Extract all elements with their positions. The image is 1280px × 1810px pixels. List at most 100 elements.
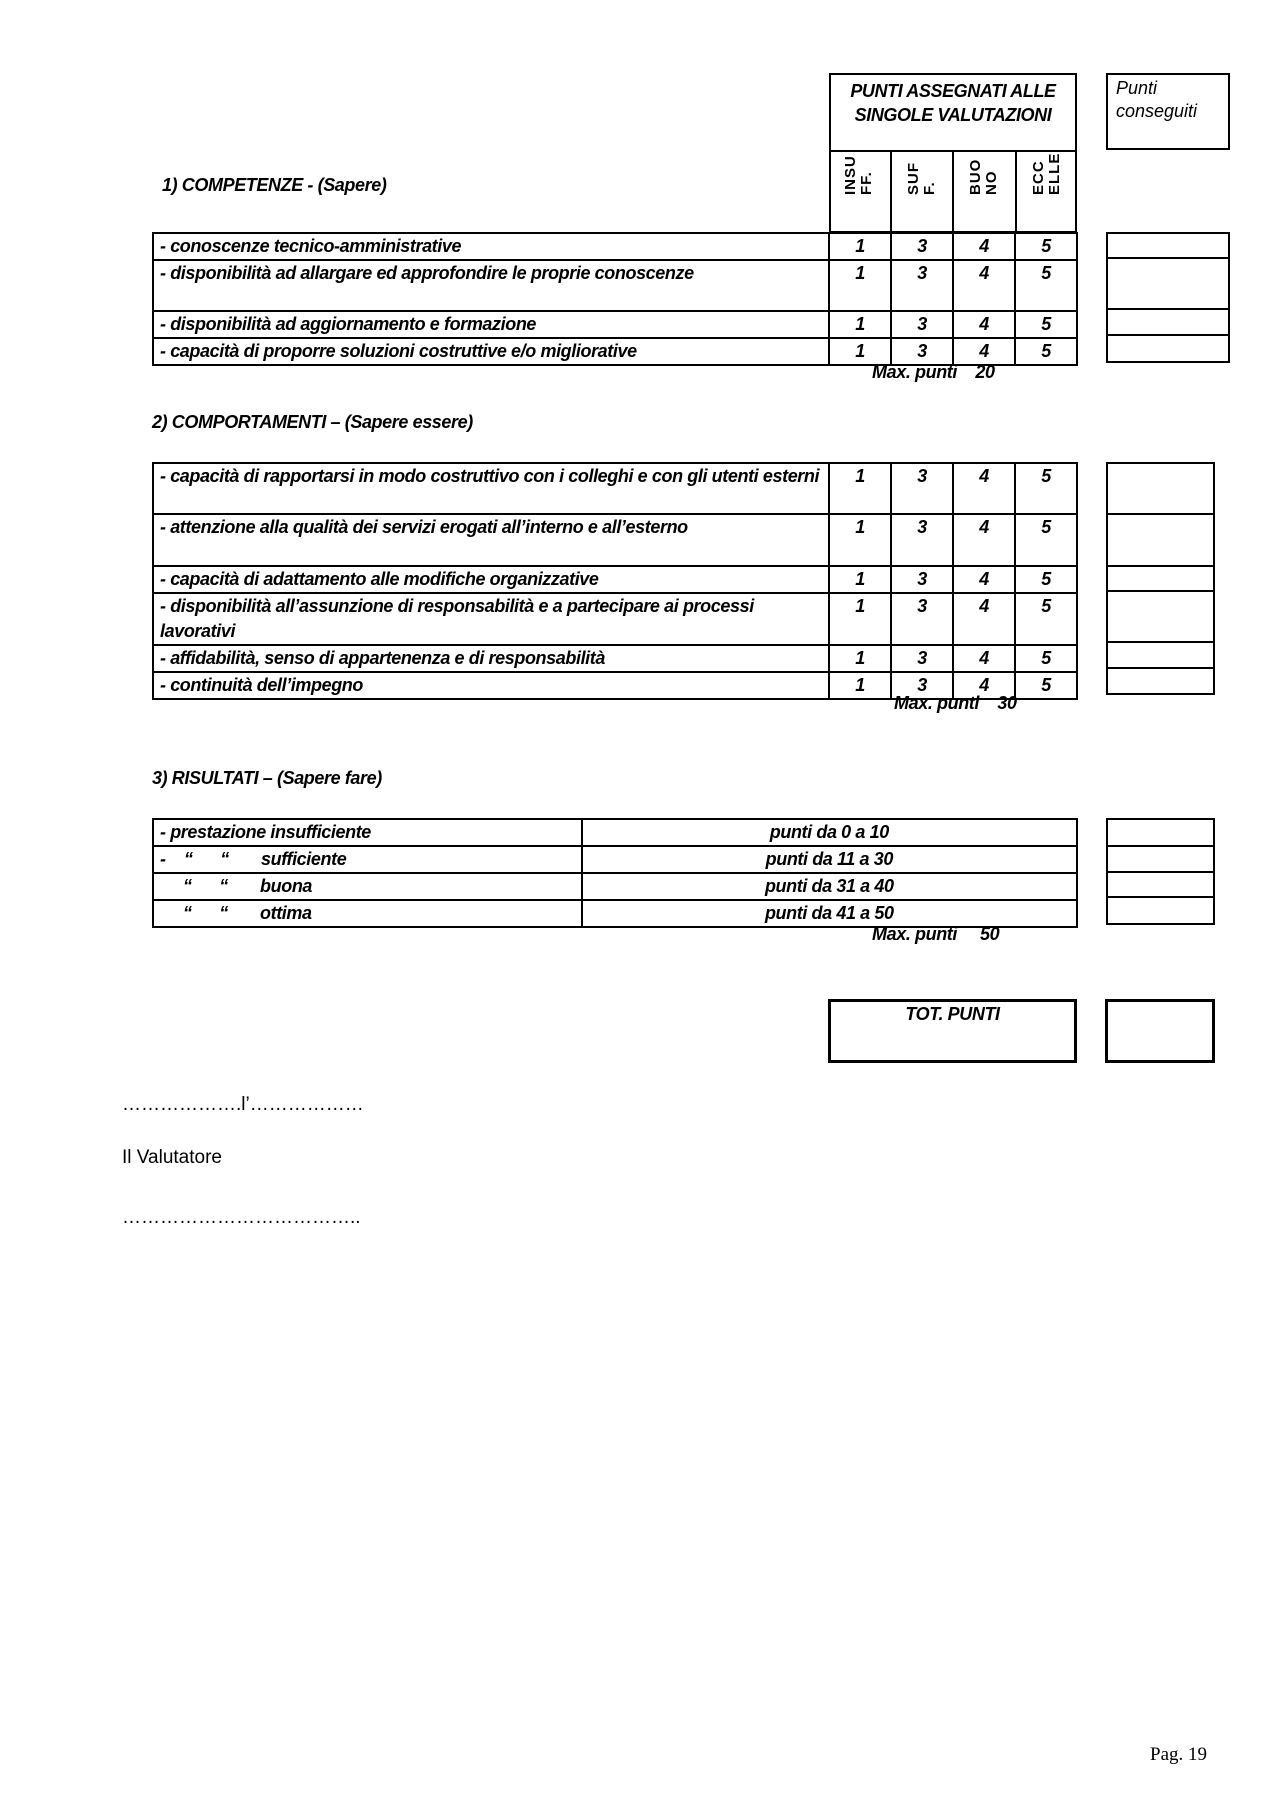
criterion-label: - conoscenze tecnico-amministrative: [152, 232, 830, 261]
score-cell: 1: [828, 310, 892, 339]
criterion-label: - disponibilità all’assunzione di respon…: [152, 592, 830, 646]
score-cell: 3: [890, 565, 954, 594]
table-row: - disponibilità ad allargare ed approfon…: [152, 259, 1078, 312]
score-cell: 4: [952, 232, 1016, 261]
score-cell: 5: [1014, 592, 1078, 646]
score-cell: 5: [1014, 513, 1078, 567]
criterion-label: - continuità dell’impegno: [152, 671, 830, 700]
table-row: - attenzione alla qualità dei servizi er…: [152, 513, 1078, 567]
points-achieved-field[interactable]: [1106, 667, 1215, 695]
points-achieved-field[interactable]: [1106, 232, 1230, 259]
section-1-rows: - conoscenze tecnico-amministrative 1 3 4 5-…: [152, 232, 1078, 366]
table-row: - capacità di proporre soluzioni costrut…: [152, 337, 1078, 366]
table-row: - prestazione insufficiente punti da 0 a …: [152, 818, 1079, 847]
points-range: punti da 0 a 10: [580, 818, 1079, 847]
score-cell: 5: [1014, 671, 1078, 700]
points-range: punti da 41 a 50: [580, 899, 1079, 928]
score-cell: 1: [828, 232, 892, 261]
score-cell: 5: [1014, 462, 1078, 515]
score-cell: 5: [1014, 565, 1078, 594]
score-cell: 3: [890, 310, 954, 339]
place-date-line: ……………….l’………………: [122, 1094, 364, 1115]
points-achieved-field[interactable]: [1106, 590, 1215, 643]
points-achieved-field[interactable]: [1106, 308, 1230, 336]
criterion-label: - disponibilità ad allargare ed approfon…: [152, 259, 830, 312]
col-sufficiente: SUF F.: [904, 162, 938, 195]
score-cell: 1: [828, 462, 892, 515]
score-cell: 5: [1014, 644, 1078, 673]
max-points-3: Max. punti 50: [872, 924, 1000, 944]
score-cell: 4: [952, 671, 1016, 700]
points-assigned-title: PUNTI ASSEGNATI ALLE SINGOLE VALUTAZIONI: [850, 81, 1056, 125]
score-cell: 1: [828, 259, 892, 312]
col-eccellente: ECC ELLE: [1029, 152, 1063, 195]
points-achieved-field[interactable]: [1106, 845, 1215, 873]
section-1-title: 1) COMPETENZE - (Sapere): [162, 175, 387, 195]
criterion-label: - attenzione alla qualità dei servizi er…: [152, 513, 830, 567]
table-row: - capacità di adattamento alle modifiche…: [152, 565, 1078, 594]
score-cell: 1: [828, 592, 892, 646]
score-cell: 3: [890, 644, 954, 673]
score-cell: 1: [828, 337, 892, 366]
table-row: “ “ buona punti da 31 a 40: [152, 872, 1079, 901]
score-cell: 5: [1014, 232, 1078, 261]
points-achieved-field[interactable]: [1106, 896, 1215, 925]
score-cell: 4: [952, 337, 1016, 366]
score-cell: 4: [952, 259, 1016, 312]
points-range: punti da 31 a 40: [580, 872, 1079, 901]
points-achieved-field[interactable]: [1106, 462, 1215, 515]
criterion-label: - capacità di adattamento alle modifiche…: [152, 565, 830, 594]
table-row: - continuità dell’impegno 1 3 4 5: [152, 671, 1078, 700]
criterion-label: - prestazione insufficiente: [152, 818, 583, 847]
score-cell: 5: [1014, 337, 1078, 366]
total-label-text: TOT. PUNTI: [905, 1004, 1000, 1024]
points-achieved-field[interactable]: [1106, 565, 1215, 592]
points-achieved-field[interactable]: [1106, 641, 1215, 669]
col-buono: BUO NO: [967, 158, 1001, 195]
total-points-label: TOT. PUNTI: [828, 999, 1077, 1063]
signature-line: ………………………………..: [122, 1207, 361, 1228]
section-2-title: 2) COMPORTAMENTI – (Sapere essere): [152, 412, 473, 432]
score-cell: 4: [952, 565, 1016, 594]
score-cell: 5: [1014, 259, 1078, 312]
criterion-label: - “ “ sufficiente: [152, 845, 583, 874]
table-row: - conoscenze tecnico-amministrative 1 3 4 5: [152, 232, 1078, 261]
section-3-title: 3) RISULTATI – (Sapere fare): [152, 768, 382, 788]
max-points-2: Max. puntl 30: [894, 693, 1017, 713]
section-3-rows: - prestazione insufficiente punti da 0 a …: [152, 818, 1079, 928]
criterion-label: - affidabilità, senso di appartenenza e …: [152, 644, 830, 673]
criterion-label: - capacità di proporre soluzioni costrut…: [152, 337, 830, 366]
points-achieved-field[interactable]: [1106, 871, 1215, 898]
table-row: - affidabilità, senso di appartenenza e …: [152, 644, 1078, 673]
section-2-rows: - capacità di rapportarsi in modo costru…: [152, 462, 1078, 700]
points-achieved-field[interactable]: [1106, 513, 1215, 567]
score-cell: 1: [828, 513, 892, 567]
score-cell: 3: [890, 462, 954, 515]
criterion-label: - disponibilità ad aggiornamento e forma…: [152, 310, 830, 339]
page-number: Pag. 19: [1150, 1744, 1207, 1765]
total-points-field[interactable]: [1105, 999, 1215, 1063]
score-cell: 5: [1014, 310, 1078, 339]
evaluator-label: Il Valutatore: [122, 1147, 222, 1168]
score-cell: 1: [828, 671, 892, 700]
score-cell: 4: [952, 513, 1016, 567]
criterion-label: - capacità di rapportarsi in modo costru…: [152, 462, 830, 515]
points-range: punti da 11 a 30: [580, 845, 1079, 874]
points-achieved-field[interactable]: [1106, 818, 1215, 847]
score-cell: 4: [952, 462, 1016, 515]
col-insufficiente: INSU FF.: [842, 155, 876, 195]
score-cell: 1: [828, 565, 892, 594]
points-assigned-header: PUNTI ASSEGNATI ALLE SINGOLE VALUTAZIONI…: [829, 73, 1077, 233]
table-row: - disponibilità ad aggiornamento e forma…: [152, 310, 1078, 339]
score-cell: 3: [890, 337, 954, 366]
criterion-label: “ “ buona: [152, 872, 583, 901]
max-points-1: Max. punti 20: [872, 362, 995, 382]
table-row: “ “ ottima punti da 41 a 50: [152, 899, 1079, 928]
points-achieved-field[interactable]: [1106, 334, 1230, 363]
table-row: - capacità di rapportarsi in modo costru…: [152, 462, 1078, 515]
points-achieved-field[interactable]: [1106, 257, 1230, 310]
score-cell: 4: [952, 592, 1016, 646]
points-achieved-header: Punti conseguiti: [1106, 73, 1230, 150]
score-cell: 3: [890, 513, 954, 567]
